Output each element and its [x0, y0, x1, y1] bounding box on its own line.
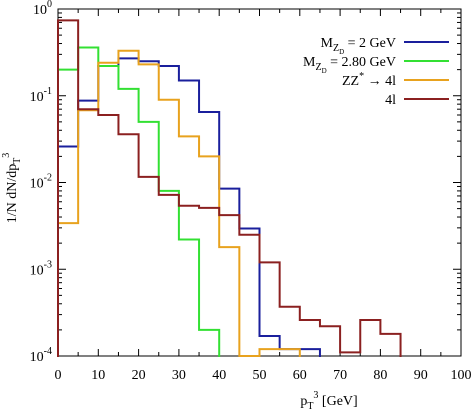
x-tick-label: 80 [373, 368, 387, 383]
x-tick-label: 50 [253, 368, 267, 383]
x-tick-label: 10 [91, 368, 105, 383]
x-tick-label: 90 [414, 368, 428, 383]
axis-ticks: 0 10 20 30 40 50 60 70 80 90 100 10-4 10-3 10-2 10-1 10… [30, 0, 472, 383]
x-axis-label-rest: [GeV] [318, 394, 357, 409]
x-axis-label-main: p [300, 394, 307, 409]
y-tick-label: 10-1 [30, 86, 52, 105]
x-axis-label: pT3 [GeV] [300, 390, 357, 412]
series-line-2 [57, 46, 221, 357]
x-axis-label-sup: 3 [313, 390, 318, 401]
series-line-1 [57, 57, 321, 357]
y-axis-label: 1/N dN/dpT3 [1, 153, 23, 224]
x-tick-label: 30 [172, 368, 186, 383]
legend-label-2: MZD = 2.80 GeV [303, 55, 396, 75]
series-layer [57, 19, 402, 357]
legend-label-4: 4l [385, 93, 396, 108]
x-tick-label: 0 [55, 368, 62, 383]
x-tick-label: 40 [212, 368, 226, 383]
y-tick-label: 10-3 [30, 259, 52, 278]
series-line-4 [57, 19, 402, 357]
y-tick-label: 10-4 [30, 346, 52, 365]
x-tick-label: 70 [333, 368, 347, 383]
y-axis-label-sup: 3 [1, 153, 12, 158]
legend-label-1: MZD = 2 GeV [321, 36, 396, 56]
legend-label-3: ZZ* → 4l [342, 71, 396, 89]
y-axis-label-sub: T [12, 158, 23, 164]
x-axis-label-sub: T [307, 401, 313, 412]
x-tick-label: 60 [293, 368, 307, 383]
y-tick-label: 10-2 [30, 173, 52, 192]
y-tick-label: 100 [33, 0, 52, 18]
y-axis-label-main: 1/N dN/dp [5, 164, 20, 224]
x-tick-label: 100 [451, 368, 472, 383]
x-tick-label: 20 [132, 368, 146, 383]
